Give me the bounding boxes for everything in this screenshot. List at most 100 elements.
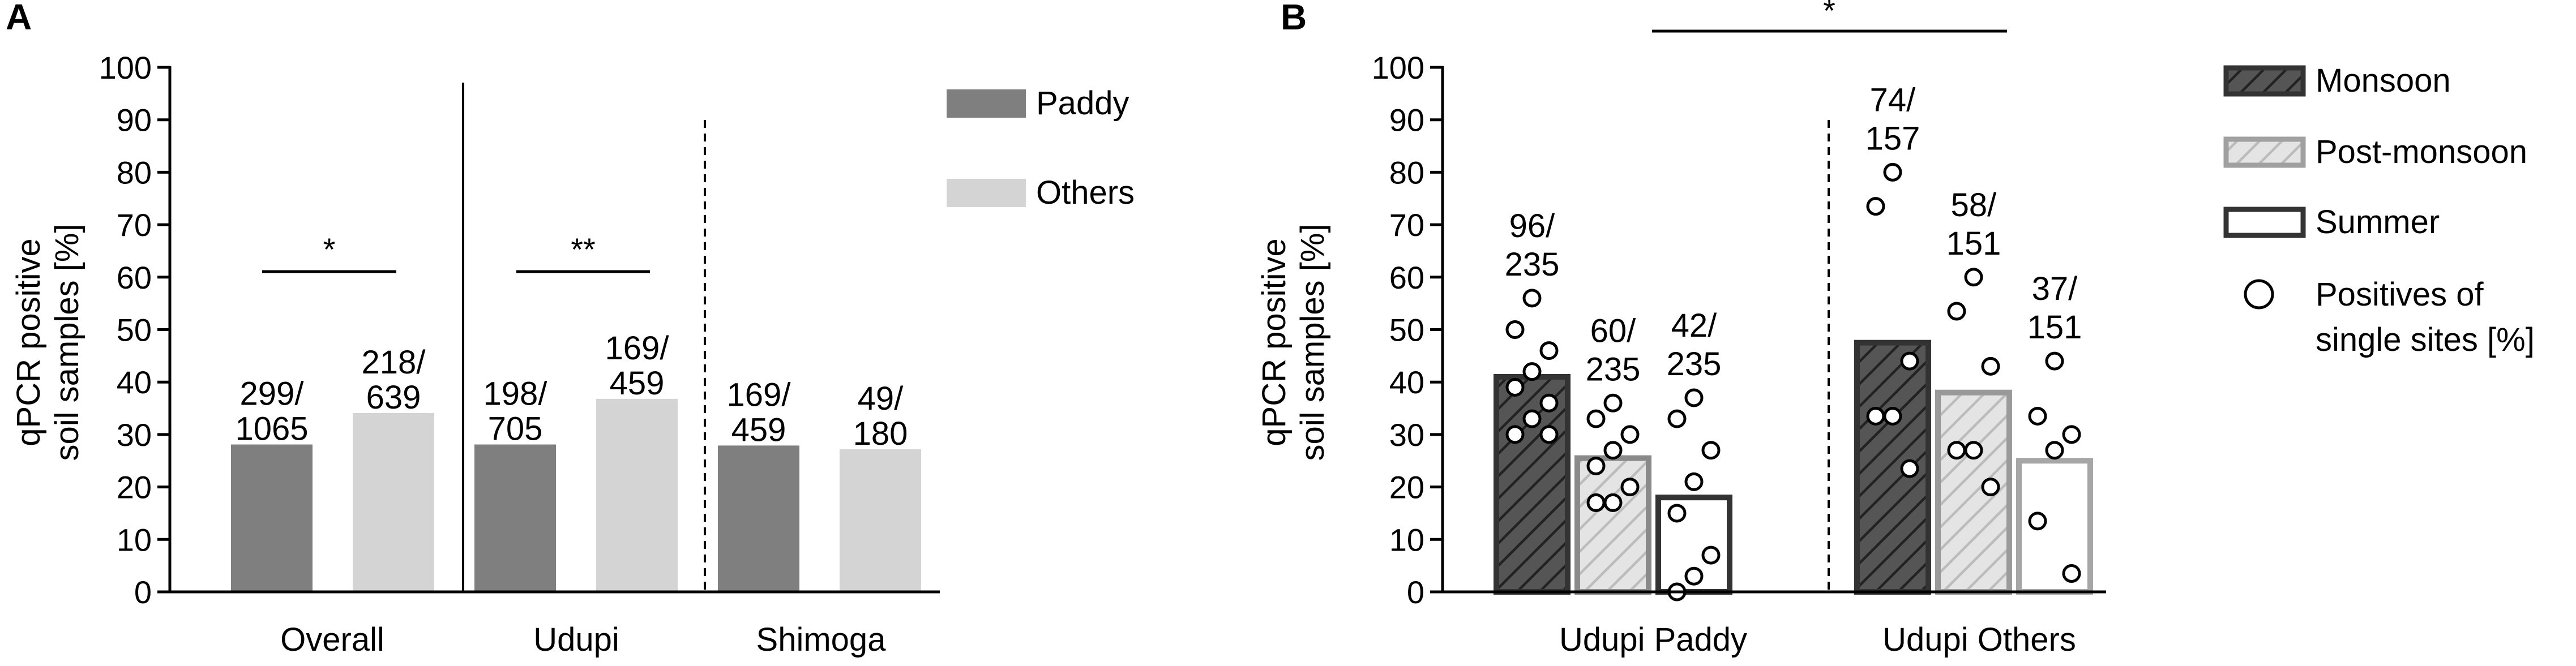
- bar-label-top: 198/: [483, 376, 548, 413]
- bar-label-top: 58/: [1951, 187, 1997, 224]
- bar-label-top: 169/: [605, 330, 670, 367]
- bar-label-top: 218/: [362, 344, 426, 381]
- bar-overall-paddy: [231, 444, 313, 592]
- site-point: [1866, 406, 1885, 426]
- site-point: [1620, 425, 1640, 444]
- y-axis-label-line1: qPCR positive: [1256, 238, 1293, 446]
- legend-label-post-monsoon: Post-monsoon: [2316, 134, 2527, 170]
- bar-label-top: 60/: [1590, 312, 1637, 349]
- legend-label-points-line2: single sites [%]: [2316, 321, 2535, 358]
- site-point: [1883, 162, 1902, 182]
- site-point: [1586, 457, 1606, 476]
- site-point: [1947, 441, 1966, 460]
- bar-udupi-paddy-monsoon: [1494, 373, 1571, 595]
- site-point: [1586, 493, 1606, 512]
- y-tick-label: 100: [1372, 50, 1424, 85]
- site-point: [2028, 512, 2047, 531]
- bar-label-bottom: 639: [366, 379, 421, 416]
- significance-marks: * **: [262, 231, 650, 273]
- site-point: [1667, 504, 1687, 523]
- y-tick-label: 60: [1389, 260, 1424, 295]
- x-axis: Udupi Paddy Udupi Others: [1443, 120, 2106, 658]
- legend-marker-site-point: [2244, 279, 2274, 310]
- x-axis: Overall Udupi Shimoga: [170, 83, 940, 658]
- site-point: [1505, 425, 1525, 444]
- site-point: [1522, 289, 1542, 308]
- bar-label-bottom: 151: [2027, 309, 2082, 346]
- site-point: [1586, 409, 1606, 428]
- bar-udupi-paddy: [474, 444, 556, 592]
- site-point: [2028, 406, 2047, 426]
- y-tick-label: 10: [1389, 522, 1424, 557]
- bar-overall-others: [353, 413, 434, 592]
- site-point: [1539, 341, 1559, 360]
- y-tick-label: 0: [1407, 574, 1424, 610]
- site-point: [1701, 441, 1721, 460]
- bar-label-top: 169/: [727, 376, 791, 413]
- site-point: [1505, 377, 1525, 397]
- site-point: [1522, 409, 1542, 428]
- y-tick-label: 10: [117, 522, 152, 557]
- legend: Paddy Others: [947, 85, 1135, 211]
- y-axis-label-line2: soil samples [%]: [49, 224, 85, 461]
- bar-label-bottom: 151: [1946, 225, 2001, 262]
- bar-shimoga-paddy: [718, 445, 799, 592]
- bar-udupi-others-post-monsoon: [1935, 389, 2012, 595]
- panel-label-b: B: [1281, 0, 1307, 37]
- site-point: [1684, 566, 1704, 586]
- bar-label-bottom: 180: [853, 415, 908, 452]
- bar-label-bottom: 459: [731, 411, 786, 448]
- site-point: [1684, 472, 1704, 491]
- bar-label-bottom: 157: [1865, 120, 1920, 157]
- site-point: [1701, 545, 1721, 565]
- site-point: [1667, 409, 1687, 428]
- site-point: [1539, 393, 1559, 413]
- y-axis: 0 10 20 30 40 50 60 70 80 90 100: [1372, 50, 1444, 610]
- site-point: [1947, 302, 1966, 321]
- y-tick-label: 0: [134, 574, 152, 610]
- y-tick-label: 100: [99, 50, 152, 85]
- x-group-label: Udupi: [533, 621, 619, 658]
- y-tick-label: 90: [1389, 102, 1424, 138]
- site-point: [1603, 393, 1623, 413]
- y-tick-label: 30: [1389, 417, 1424, 453]
- legend-label-others: Others: [1036, 174, 1135, 211]
- y-tick-label: 70: [1389, 207, 1424, 243]
- bar-shimoga-others: [840, 449, 921, 592]
- y-tick-label: 40: [117, 364, 152, 400]
- legend-swatch-paddy: [947, 89, 1026, 118]
- site-point: [1522, 362, 1542, 381]
- site-point: [1900, 459, 1919, 478]
- site-point: [1981, 478, 2000, 497]
- y-axis: 0 10 20 30 40 50 60 70 80 90 100: [99, 50, 172, 610]
- x-group-label: Udupi Others: [1882, 621, 2076, 658]
- y-tick-label: 50: [117, 312, 152, 348]
- y-tick-label: 90: [117, 102, 152, 138]
- y-tick-label: 60: [117, 260, 152, 295]
- bar-label-top: 96/: [1509, 208, 1556, 244]
- site-point: [1964, 441, 1983, 460]
- chart-panel-b: qPCR positive soil samples [%] 0 10 20 30 40…: [1256, 0, 2535, 658]
- legend-swatch-summer: [2223, 207, 2306, 238]
- bar-label-bottom: 235: [1586, 351, 1641, 388]
- bars: [231, 398, 921, 592]
- site-point: [2062, 564, 2081, 583]
- site-point: [1603, 493, 1623, 512]
- legend-swatch-monsoon: [2223, 65, 2306, 97]
- bar-label-top: 37/: [2032, 270, 2078, 307]
- y-axis-label-line1: qPCR positive: [10, 238, 47, 446]
- bar-label-top: 74/: [1870, 81, 1916, 118]
- site-point: [1981, 356, 2000, 376]
- y-tick-label: 20: [117, 470, 152, 505]
- y-axis-label-line2: soil samples [%]: [1294, 224, 1331, 461]
- bar-label-bottom: 459: [610, 365, 665, 402]
- site-point: [1539, 425, 1559, 444]
- significance-marks: *: [1652, 0, 2007, 33]
- y-tick-label: 80: [117, 154, 152, 190]
- legend: Monsoon Post-monsoon Summer Positives of sin…: [2223, 62, 2535, 358]
- bar-label-top: 299/: [240, 376, 305, 413]
- legend-swatch-post-monsoon: [2223, 136, 2306, 168]
- chart-panel-a: qPCR positive soil samples [%] 0 10 20 30 40…: [10, 50, 1135, 658]
- y-tick-label: 40: [1389, 364, 1424, 400]
- x-group-label: Overall: [280, 621, 384, 658]
